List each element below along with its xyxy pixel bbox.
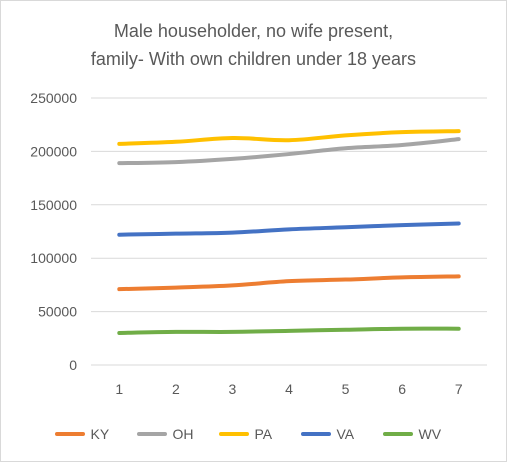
legend-swatch: [300, 432, 331, 436]
series-line-oh: [117, 137, 461, 166]
x-tick-label: 1: [115, 381, 123, 397]
legend-item-wv: WV: [382, 424, 442, 444]
gridlines: [91, 97, 487, 366]
series-lines: [117, 129, 461, 335]
chart-title: Male householder, no wife present, famil…: [1, 17, 506, 73]
legend-item-va: VA: [300, 424, 355, 444]
y-tick-label: 200000: [30, 143, 77, 159]
x-tick-label: 4: [285, 381, 293, 397]
x-tick-label: 5: [342, 381, 350, 397]
y-axis-tick-labels: 0 50000 100000 150000 200000 250000: [30, 90, 77, 373]
legend-item-oh: OH: [136, 424, 194, 444]
legend-swatch: [382, 432, 413, 436]
legend-swatch: [136, 432, 167, 436]
y-tick-label: 50000: [38, 304, 77, 320]
legend-label: KY: [90, 426, 110, 442]
chart-title-line-1: Male householder, no wife present,: [113, 21, 394, 41]
y-tick-label: 100000: [30, 250, 77, 266]
legend-label: VA: [336, 426, 355, 442]
series-line-ky: [117, 274, 461, 292]
series-line-pa: [117, 129, 461, 146]
x-tick-label: 2: [172, 381, 180, 397]
y-tick-label: 0: [69, 357, 77, 373]
chart-title-line-2: family- With own children under 18 years: [90, 49, 417, 69]
chart-legend: KY OH PA VA WV: [1, 424, 506, 444]
x-tick-label: 6: [398, 381, 406, 397]
legend-swatch: [54, 432, 85, 436]
legend-label: OH: [172, 426, 194, 442]
y-tick-label: 250000: [30, 90, 77, 106]
series-line-wv: [117, 326, 461, 335]
legend-item-pa: PA: [218, 424, 273, 444]
legend-swatch: [218, 432, 249, 436]
y-tick-label: 150000: [30, 197, 77, 213]
legend-item-ky: KY: [54, 424, 110, 444]
legend-label: WV: [418, 426, 442, 442]
legend-label: PA: [254, 426, 273, 442]
series-line-va: [117, 221, 461, 237]
x-axis-tick-labels: 1 2 3 4 5 6 7: [115, 381, 462, 397]
x-tick-label: 7: [455, 381, 463, 397]
x-tick-label: 3: [229, 381, 237, 397]
